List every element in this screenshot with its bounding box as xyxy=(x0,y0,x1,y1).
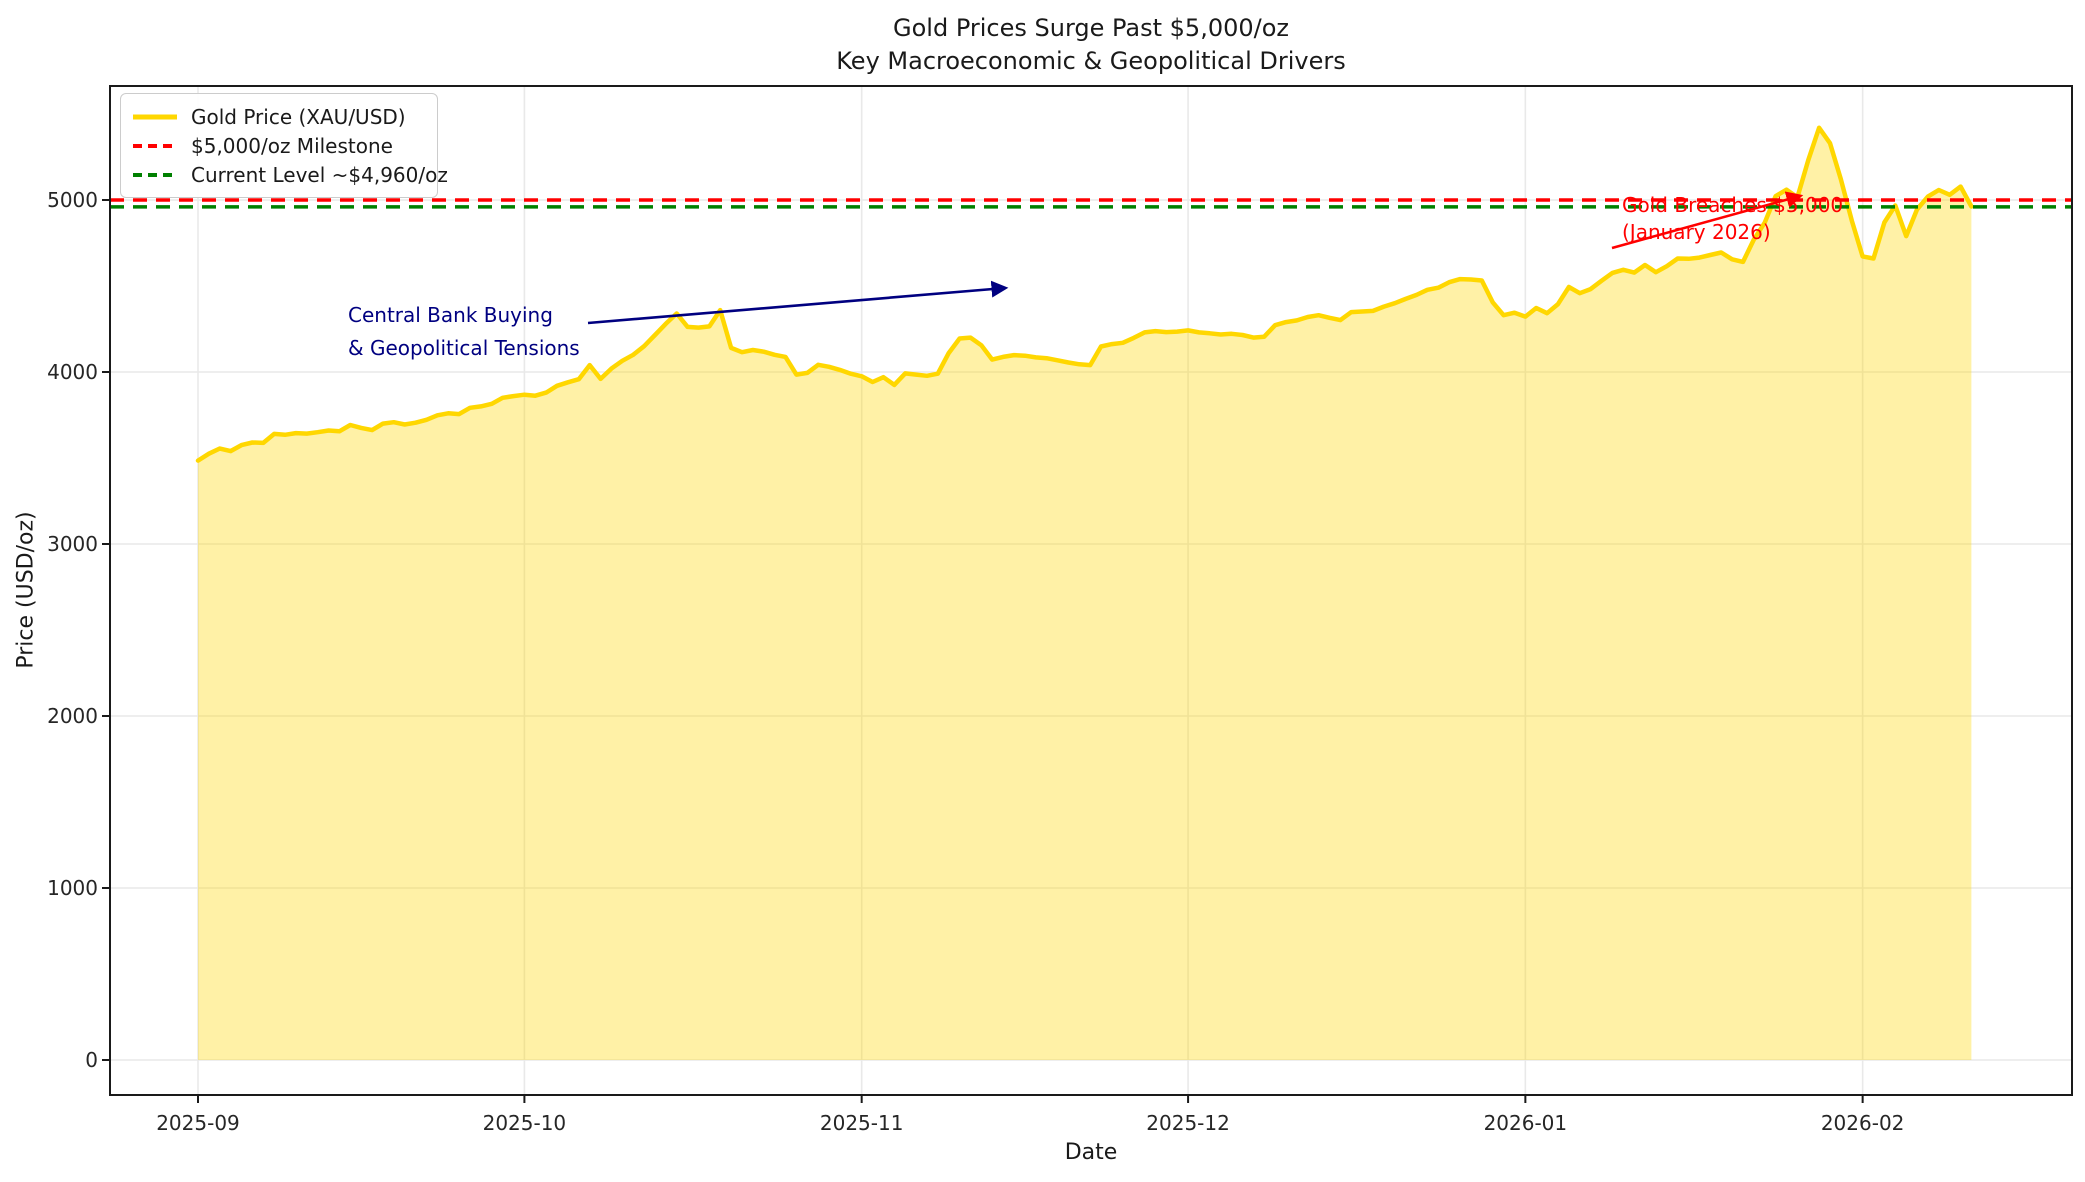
chart-title-line1: Gold Prices Surge Past $5,000/oz xyxy=(893,14,1289,42)
legend-item-milestone: $5,000/oz Milestone xyxy=(133,131,425,160)
x-tick-label: 2025-09 xyxy=(156,1111,240,1135)
legend-box: Gold Price (XAU/USD) $5,000/oz Milestone… xyxy=(120,93,448,198)
y-tick-label: 5000 xyxy=(47,188,98,212)
breach-arrow xyxy=(1611,191,1804,250)
legend-item-gold-price: Gold Price (XAU/USD) xyxy=(133,102,425,131)
gold-line-swatch-icon xyxy=(133,114,177,119)
x-tick-label: 2025-12 xyxy=(1146,1111,1230,1135)
red-dashed-swatch-icon xyxy=(133,143,177,148)
chart-title-line2: Key Macroeconomic & Geopolitical Drivers xyxy=(836,47,1346,75)
green-dashed-swatch-icon xyxy=(133,172,177,177)
x-tick-label: 2025-11 xyxy=(819,1111,904,1135)
legend-item-current-level: Current Level ~$4,960/oz xyxy=(133,160,448,189)
y-tick-label: 0 xyxy=(85,1048,98,1072)
y-tick-label: 1000 xyxy=(47,876,98,900)
annotation-central-bank-line2: & Geopolitical Tensions xyxy=(348,336,580,360)
annotation-central-bank-line1: Central Bank Buying xyxy=(348,303,553,327)
x-axis-label: Date xyxy=(1064,1140,1118,1165)
x-tick-label: 2026-01 xyxy=(1483,1111,1568,1135)
y-tick-label: 4000 xyxy=(47,360,98,384)
gold-price-area xyxy=(198,127,1972,1061)
annotation-central-bank: Central Bank Buying & Geopolitical Tensi… xyxy=(348,299,580,365)
annotation-breach: Gold Breaches $5,000 (January 2026) xyxy=(1622,192,1843,246)
chart-title: Gold Prices Surge Past $5,000/oz Key Mac… xyxy=(110,12,2072,78)
legend-label-milestone: $5,000/oz Milestone xyxy=(191,133,393,158)
plot-border xyxy=(109,85,2073,1096)
y-tick-label: 3000 xyxy=(47,532,98,556)
annotation-breach-line1: Gold Breaches $5,000 xyxy=(1622,193,1844,217)
x-tick-label: 2025-10 xyxy=(482,1111,567,1135)
gold-price-line xyxy=(195,125,1974,463)
legend-label-current-level: Current Level ~$4,960/oz xyxy=(191,162,448,187)
annotation-breach-line2: (January 2026) xyxy=(1622,220,1771,244)
central-bank-arrow xyxy=(587,280,1009,325)
x-tick-label: 2026-02 xyxy=(1820,1111,1905,1135)
legend-label-gold-price: Gold Price (XAU/USD) xyxy=(191,104,406,129)
y-tick-label: 2000 xyxy=(47,704,98,728)
